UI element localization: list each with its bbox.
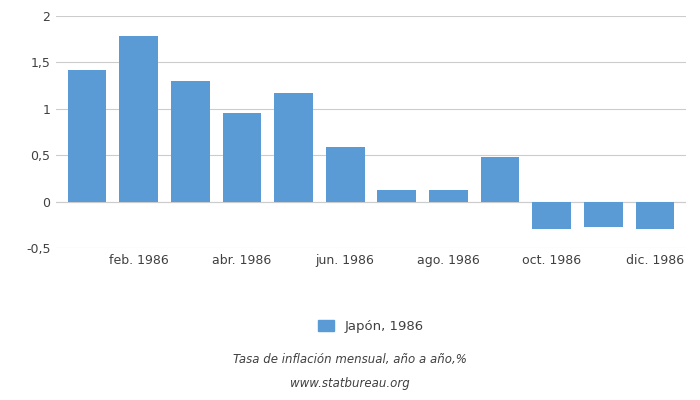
Bar bbox=[377, 190, 416, 202]
Bar bbox=[326, 147, 365, 202]
Bar bbox=[119, 36, 158, 202]
Text: www.statbureau.org: www.statbureau.org bbox=[290, 378, 410, 390]
Bar bbox=[533, 202, 571, 230]
Bar bbox=[223, 114, 261, 202]
Bar bbox=[274, 93, 313, 202]
Bar bbox=[68, 70, 106, 202]
Bar bbox=[584, 202, 623, 227]
Legend: Japón, 1986: Japón, 1986 bbox=[318, 320, 424, 332]
Bar bbox=[481, 157, 519, 202]
Bar bbox=[171, 81, 209, 202]
Bar bbox=[429, 190, 468, 202]
Bar bbox=[636, 202, 674, 230]
Text: Tasa de inflación mensual, año a año,%: Tasa de inflación mensual, año a año,% bbox=[233, 354, 467, 366]
